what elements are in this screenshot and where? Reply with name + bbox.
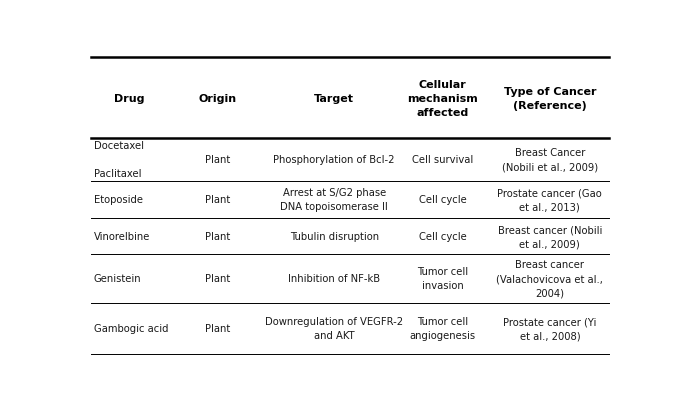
Text: Plant: Plant <box>205 155 230 165</box>
Text: Cell cycle: Cell cycle <box>419 195 466 205</box>
Text: Cellular
mechanism
affected: Cellular mechanism affected <box>407 79 478 117</box>
Text: Breast Cancer
(Nobili et al., 2009): Breast Cancer (Nobili et al., 2009) <box>502 148 598 172</box>
Text: Breast cancer
(Valachovicova et al.,
2004): Breast cancer (Valachovicova et al., 200… <box>497 260 603 298</box>
Text: Docetaxel

Paclitaxel: Docetaxel Paclitaxel <box>94 141 144 179</box>
Text: Origin: Origin <box>199 94 237 104</box>
Text: Drug: Drug <box>114 94 144 104</box>
Text: Etoposide: Etoposide <box>94 195 143 205</box>
Text: Arrest at S/G2 phase
DNA topoisomerase II: Arrest at S/G2 phase DNA topoisomerase I… <box>280 188 388 212</box>
Text: Prostate cancer (Yi
et al., 2008): Prostate cancer (Yi et al., 2008) <box>503 317 596 341</box>
Text: Vinorelbine: Vinorelbine <box>94 232 150 241</box>
Text: Tumor cell
invasion: Tumor cell invasion <box>417 266 469 290</box>
Text: Prostate cancer (Gao
et al., 2013): Prostate cancer (Gao et al., 2013) <box>497 188 602 212</box>
Text: Plant: Plant <box>205 324 230 333</box>
Text: Plant: Plant <box>205 274 230 284</box>
Text: Tumor cell
angiogenesis: Tumor cell angiogenesis <box>410 317 476 341</box>
Text: Cell survival: Cell survival <box>412 155 473 165</box>
Text: Tubulin disruption: Tubulin disruption <box>290 232 378 241</box>
Text: Downregulation of VEGFR-2
and AKT: Downregulation of VEGFR-2 and AKT <box>265 317 403 341</box>
Text: Cell cycle: Cell cycle <box>419 232 466 241</box>
Text: Plant: Plant <box>205 232 230 241</box>
Text: Type of Cancer
(Reference): Type of Cancer (Reference) <box>503 87 596 111</box>
Text: Target: Target <box>314 94 354 104</box>
Text: Breast cancer (Nobili
et al., 2009): Breast cancer (Nobili et al., 2009) <box>498 224 602 248</box>
Text: Plant: Plant <box>205 195 230 205</box>
Text: Gambogic acid: Gambogic acid <box>94 324 168 333</box>
Text: Genistein: Genistein <box>94 274 141 284</box>
Text: Inhibition of NF-kB: Inhibition of NF-kB <box>288 274 380 284</box>
Text: Phosphorylation of Bcl-2: Phosphorylation of Bcl-2 <box>273 155 395 165</box>
